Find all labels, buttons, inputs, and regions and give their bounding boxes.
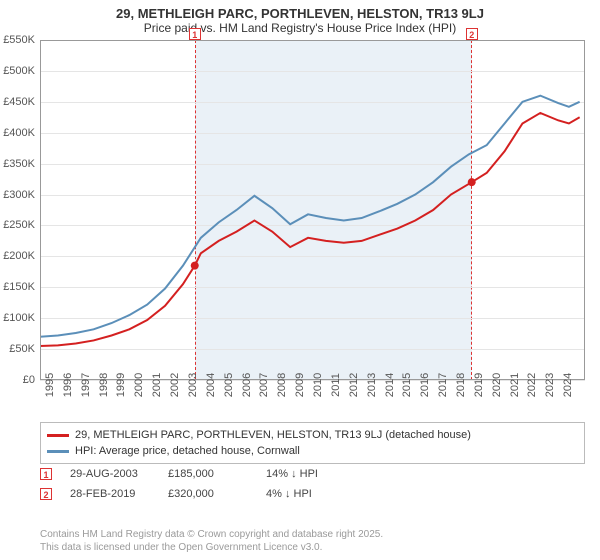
y-tick-label: £450K xyxy=(0,96,35,108)
x-tick-label: 2006 xyxy=(241,373,253,397)
x-tick-label: 2004 xyxy=(205,373,217,397)
legend-item: 29, METHLEIGH PARC, PORTHLEVEN, HELSTON,… xyxy=(47,427,578,443)
event-marker-2: 2 xyxy=(466,28,478,40)
event-delta: 4% ↓ HPI xyxy=(266,488,346,500)
chart-area: £0£50K£100K£150K£200K£250K£300K£350K£400… xyxy=(40,40,585,380)
event-marker-1: 1 xyxy=(189,28,201,40)
x-tick-label: 2011 xyxy=(330,373,342,397)
event-price: £185,000 xyxy=(168,468,248,480)
x-tick-label: 2018 xyxy=(455,373,467,397)
legend: 29, METHLEIGH PARC, PORTHLEVEN, HELSTON,… xyxy=(40,422,585,464)
x-tick-label: 2015 xyxy=(401,373,413,397)
event-price: £320,000 xyxy=(168,488,248,500)
x-tick-label: 2017 xyxy=(437,373,449,397)
legend-label: HPI: Average price, detached house, Corn… xyxy=(75,445,300,457)
event-delta: 14% ↓ HPI xyxy=(266,468,346,480)
y-tick-label: £0 xyxy=(0,374,35,386)
x-tick-label: 1999 xyxy=(115,373,127,397)
x-tick-label: 2001 xyxy=(151,373,163,397)
x-tick-label: 2020 xyxy=(491,373,503,397)
chart-subtitle: Price paid vs. HM Land Registry's House … xyxy=(0,21,600,39)
y-tick-label: £50K xyxy=(0,343,35,355)
legend-swatch xyxy=(47,434,69,437)
x-tick-label: 2000 xyxy=(133,373,145,397)
x-tick-label: 2022 xyxy=(526,373,538,397)
event-marker-icon: 1 xyxy=(40,468,52,480)
y-tick-label: £400K xyxy=(0,127,35,139)
event-date: 28-FEB-2019 xyxy=(70,488,150,500)
x-tick-label: 2021 xyxy=(509,373,521,397)
x-tick-label: 2003 xyxy=(187,373,199,397)
x-tick-label: 2013 xyxy=(366,373,378,397)
footnote-line-1: Contains HM Land Registry data © Crown c… xyxy=(40,529,383,542)
x-tick-label: 1998 xyxy=(98,373,110,397)
legend-label: 29, METHLEIGH PARC, PORTHLEVEN, HELSTON,… xyxy=(75,429,471,441)
y-tick-label: £250K xyxy=(0,219,35,231)
legend-swatch xyxy=(47,450,69,453)
x-tick-label: 1996 xyxy=(62,373,74,397)
y-tick-label: £100K xyxy=(0,312,35,324)
y-tick-label: £150K xyxy=(0,281,35,293)
x-tick-label: 2016 xyxy=(419,373,431,397)
footnote-line-2: This data is licensed under the Open Gov… xyxy=(40,542,383,555)
y-tick-label: £300K xyxy=(0,189,35,201)
y-tick-label: £500K xyxy=(0,65,35,77)
x-tick-label: 2014 xyxy=(384,373,396,397)
y-tick-label: £200K xyxy=(0,250,35,262)
x-tick-label: 2002 xyxy=(169,373,181,397)
x-tick-label: 2010 xyxy=(312,373,324,397)
event-row: 2 28-FEB-2019 £320,000 4% ↓ HPI xyxy=(40,488,585,500)
chart-title: 29, METHLEIGH PARC, PORTHLEVEN, HELSTON,… xyxy=(0,0,600,21)
footnote: Contains HM Land Registry data © Crown c… xyxy=(40,529,383,554)
x-tick-label: 2012 xyxy=(348,373,360,397)
x-tick-label: 2007 xyxy=(258,373,270,397)
axis-border xyxy=(40,40,585,380)
x-tick-label: 1997 xyxy=(80,373,92,397)
chart-container: 29, METHLEIGH PARC, PORTHLEVEN, HELSTON,… xyxy=(0,0,600,560)
x-tick-label: 2023 xyxy=(544,373,556,397)
y-tick-label: £550K xyxy=(0,34,35,46)
x-tick-label: 2019 xyxy=(473,373,485,397)
y-tick-label: £350K xyxy=(0,158,35,170)
x-tick-label: 2024 xyxy=(562,373,574,397)
x-tick-label: 2005 xyxy=(223,373,235,397)
event-marker-icon: 2 xyxy=(40,488,52,500)
x-tick-label: 2008 xyxy=(276,373,288,397)
event-row: 1 29-AUG-2003 £185,000 14% ↓ HPI xyxy=(40,468,585,480)
event-date: 29-AUG-2003 xyxy=(70,468,150,480)
legend-item: HPI: Average price, detached house, Corn… xyxy=(47,443,578,459)
x-tick-label: 1995 xyxy=(44,373,56,397)
x-tick-label: 2009 xyxy=(294,373,306,397)
